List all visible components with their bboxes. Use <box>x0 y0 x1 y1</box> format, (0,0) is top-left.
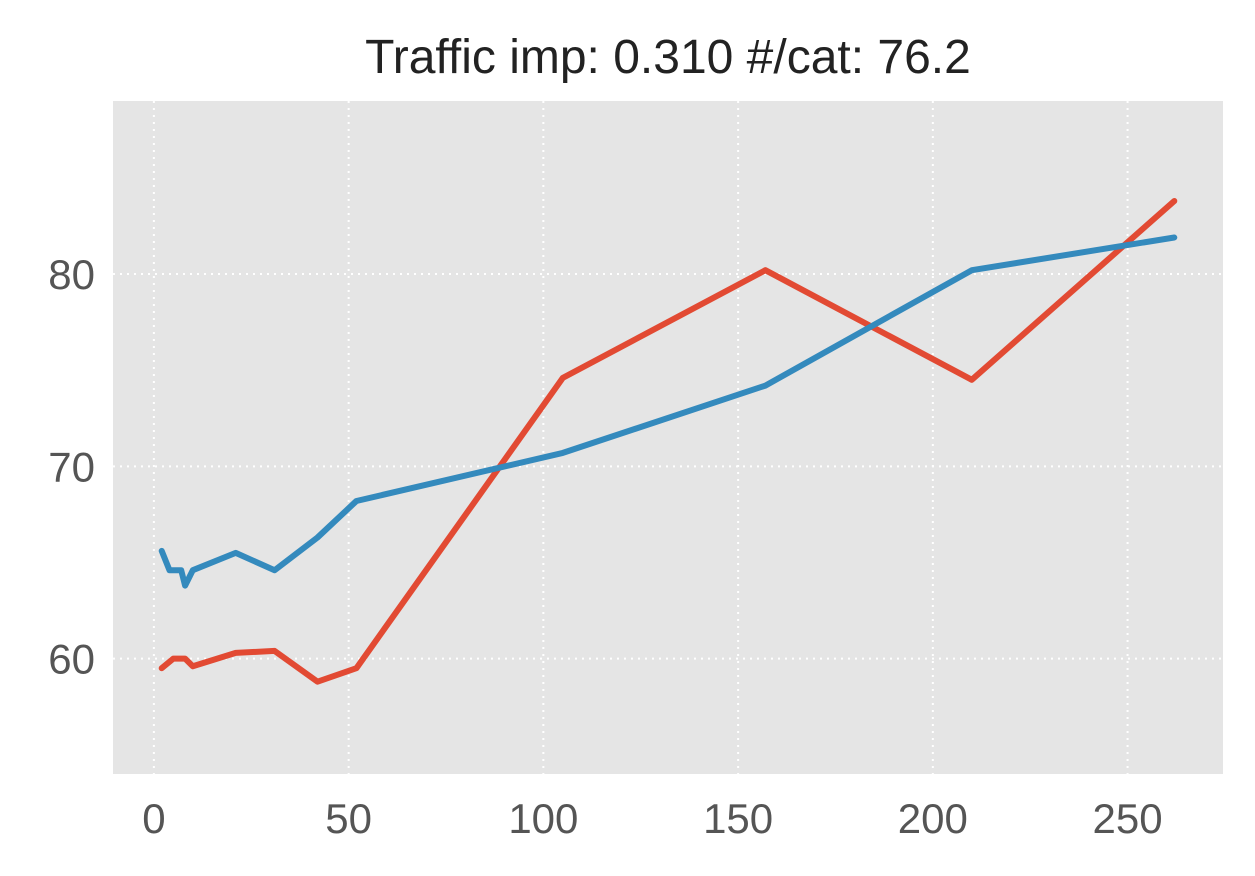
x-tick-label: 100 <box>508 795 578 842</box>
plot-area <box>113 101 1223 774</box>
chart-title: Traffic imp: 0.310 #/cat: 76.2 <box>365 31 971 84</box>
series-line-1 <box>158 198 1178 685</box>
series-group <box>158 198 1178 685</box>
x-tick-label: 250 <box>1093 795 1163 842</box>
y-tick-label: 80 <box>48 251 95 298</box>
x-tick-label: 200 <box>898 795 968 842</box>
y-tick-label: 60 <box>48 636 95 683</box>
y-axis: 60 70 80 <box>48 251 95 683</box>
series-line-2 <box>158 234 1178 589</box>
x-tick-label: 0 <box>142 795 165 842</box>
x-tick-label: 50 <box>325 795 372 842</box>
grid <box>113 101 1223 774</box>
y-tick-label: 70 <box>48 443 95 490</box>
x-axis: 0 50 100 150 200 250 <box>142 795 1162 842</box>
x-tick-label: 150 <box>703 795 773 842</box>
